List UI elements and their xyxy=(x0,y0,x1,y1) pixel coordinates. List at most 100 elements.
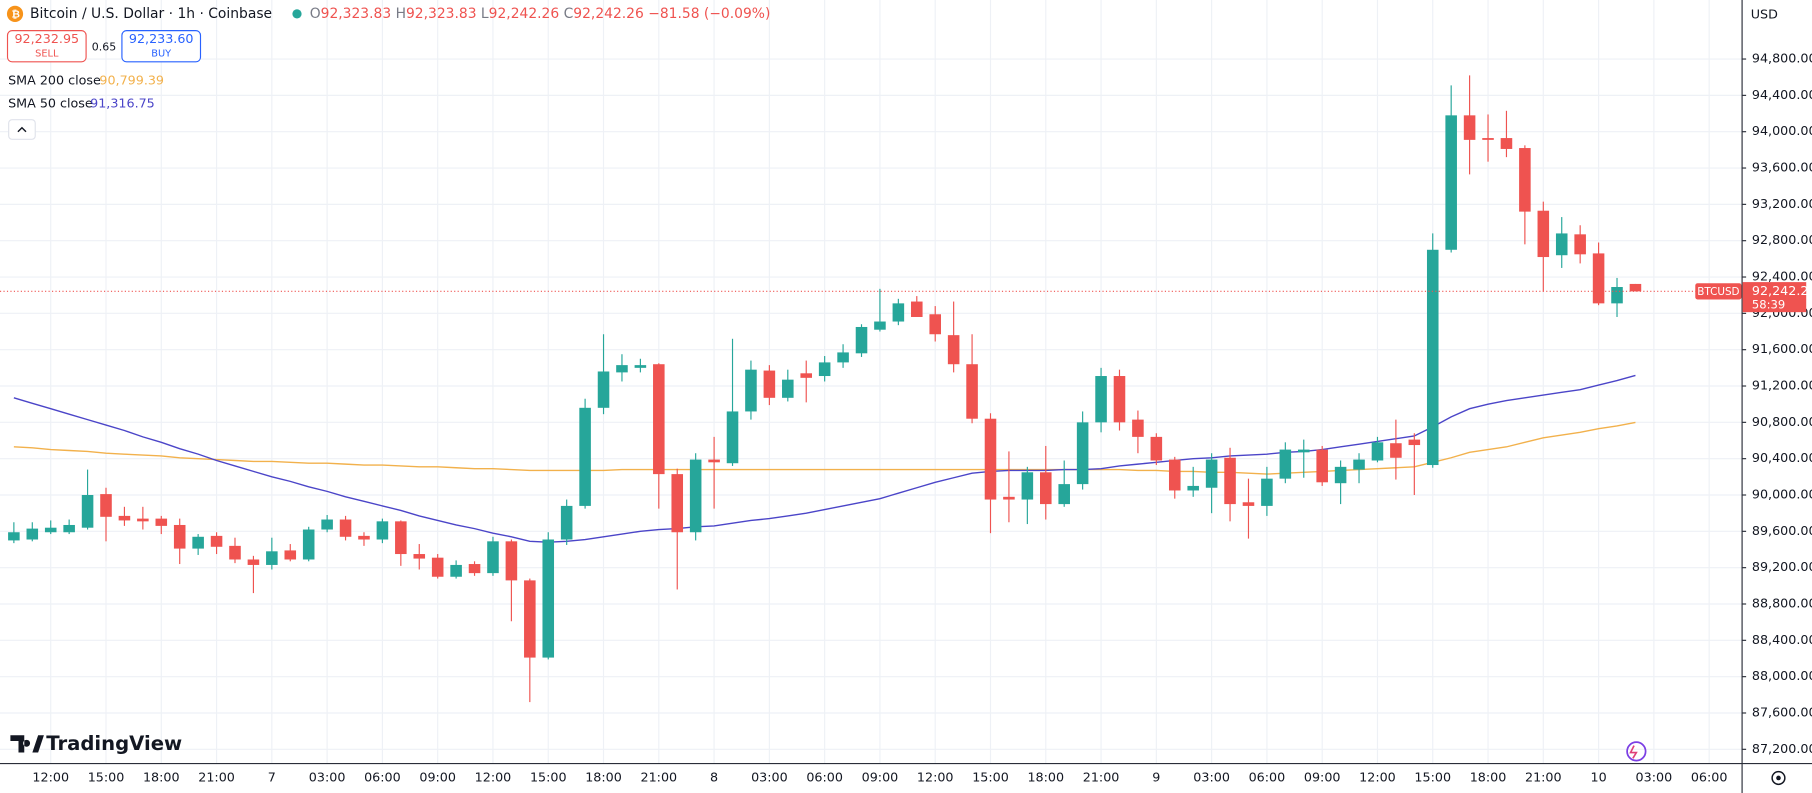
x-tick-label: 18:00 xyxy=(143,769,180,784)
candle-body xyxy=(413,554,426,559)
candle-body xyxy=(726,411,739,464)
sma-line xyxy=(13,421,1636,475)
candle-body xyxy=(1003,496,1015,500)
ohlc-label: O xyxy=(310,6,321,22)
x-tick-label: 09:00 xyxy=(1304,769,1341,784)
header: ₿ Bitcoin / U.S. Dollar · 1h · Coinbase … xyxy=(6,5,771,140)
candle-body xyxy=(1279,449,1292,479)
candle-body xyxy=(468,564,481,574)
candle-body xyxy=(745,369,757,412)
price-tag: 92,242.26 xyxy=(1752,283,1812,298)
settings-icon[interactable] xyxy=(1771,770,1786,786)
symbol-title[interactable]: Bitcoin / U.S. Dollar · 1h · Coinbase xyxy=(30,6,272,22)
y-tick-label: 92,800.00 xyxy=(1752,232,1812,247)
legend-label[interactable]: SMA 200 close xyxy=(8,72,101,87)
y-tick-label: 90,800.00 xyxy=(1752,414,1812,429)
x-tick-label: 03:00 xyxy=(309,769,346,784)
x-tick-label: 09:00 xyxy=(862,769,899,784)
ohlc-label: C xyxy=(564,6,574,22)
ohlc: O92,323.83 H92,323.83 L92,242.26 C92,242… xyxy=(310,6,771,22)
candle-body xyxy=(1445,115,1457,250)
candle-body xyxy=(818,362,831,377)
candle-body xyxy=(616,365,628,373)
legend-value: 90,799.39 xyxy=(99,72,164,87)
sell-button[interactable] xyxy=(6,30,87,63)
x-tick-label: 21:00 xyxy=(198,769,235,784)
ohlc-value: 92,323.83 xyxy=(406,6,477,22)
symbol-tag: BTCUSD xyxy=(1697,286,1739,298)
x-tick-label: 15:00 xyxy=(530,769,567,784)
candle-body xyxy=(1132,419,1144,437)
candle-body xyxy=(505,541,518,581)
candle-body xyxy=(708,459,720,463)
x-tick-label: 12:00 xyxy=(1359,769,1396,784)
assistant-icon-bolt xyxy=(1629,745,1638,759)
candle-body xyxy=(321,519,333,530)
y-tick-label: 92,400.00 xyxy=(1752,269,1812,284)
candle-body xyxy=(1500,138,1513,149)
candle-body xyxy=(892,303,905,322)
candle-body xyxy=(1187,485,1199,491)
y-tick-label: 94,800.00 xyxy=(1752,51,1812,66)
candle-body xyxy=(1095,376,1107,423)
currency[interactable]: USD xyxy=(1751,7,1778,22)
legend-label[interactable]: SMA 50 close xyxy=(8,96,93,111)
candle-body xyxy=(542,539,555,658)
market-status[interactable] xyxy=(292,9,302,19)
y-tick-label: 90,400.00 xyxy=(1752,450,1812,465)
candle-body xyxy=(1021,472,1034,500)
symbol-icon-glyph: ₿ xyxy=(12,8,20,20)
collapse-button[interactable] xyxy=(8,119,36,140)
x-tick-label: 18:00 xyxy=(1027,769,1064,784)
candle-body xyxy=(395,521,407,555)
candle-body xyxy=(653,364,665,475)
x-tick-label: 8 xyxy=(710,769,718,784)
candle-body xyxy=(1537,210,1550,258)
candle-body xyxy=(44,527,57,533)
brand-logo xyxy=(10,735,44,753)
candle-body xyxy=(1574,234,1586,255)
candle-body xyxy=(1150,436,1163,461)
candle-body xyxy=(173,524,186,549)
candle-body xyxy=(137,518,149,522)
candle-body xyxy=(782,379,794,398)
x-tick-label: 10 xyxy=(1591,769,1607,784)
candle-body xyxy=(210,535,223,547)
candle-body xyxy=(597,371,610,408)
price-tag-bg xyxy=(1742,282,1807,313)
y-tick-label: 88,800.00 xyxy=(1752,595,1812,610)
candle-body xyxy=(634,365,647,368)
grid xyxy=(0,0,1742,763)
candle-body xyxy=(1482,138,1494,140)
x-tick-label: 12:00 xyxy=(917,769,954,784)
x-tick-label: 12:00 xyxy=(475,769,512,784)
candle-body xyxy=(1076,422,1089,485)
sell-price: 92,232.95 xyxy=(14,31,79,46)
candle-body xyxy=(1040,472,1052,505)
candle-body xyxy=(763,370,776,398)
x-tick-label: 18:00 xyxy=(585,769,622,784)
brand: TradingView xyxy=(10,732,1647,762)
candle-body xyxy=(450,564,462,577)
candle-body xyxy=(63,524,75,533)
brand-name[interactable]: TradingView xyxy=(46,732,182,755)
buy-button[interactable] xyxy=(121,30,202,63)
candle-body xyxy=(874,321,886,330)
candle-body xyxy=(487,541,499,574)
y-tick-label: 93,200.00 xyxy=(1752,196,1812,211)
candle-body xyxy=(800,373,813,378)
ohlc-value: 92,242.26 xyxy=(573,6,644,22)
assistant-icon[interactable] xyxy=(1626,741,1647,762)
candle-body xyxy=(1592,253,1605,304)
symbol-icon[interactable] xyxy=(6,5,24,22)
buy-price: 92,233.60 xyxy=(129,31,194,46)
ohlc-value: 92,323.83 xyxy=(321,6,392,22)
sell-label: SELL xyxy=(35,49,59,60)
x-tick-label: 21:00 xyxy=(1525,769,1562,784)
candle-body xyxy=(1334,466,1347,484)
legend-value: 91,316.75 xyxy=(90,96,155,111)
candle-body xyxy=(929,314,941,335)
ohlc-label: H xyxy=(396,6,406,22)
